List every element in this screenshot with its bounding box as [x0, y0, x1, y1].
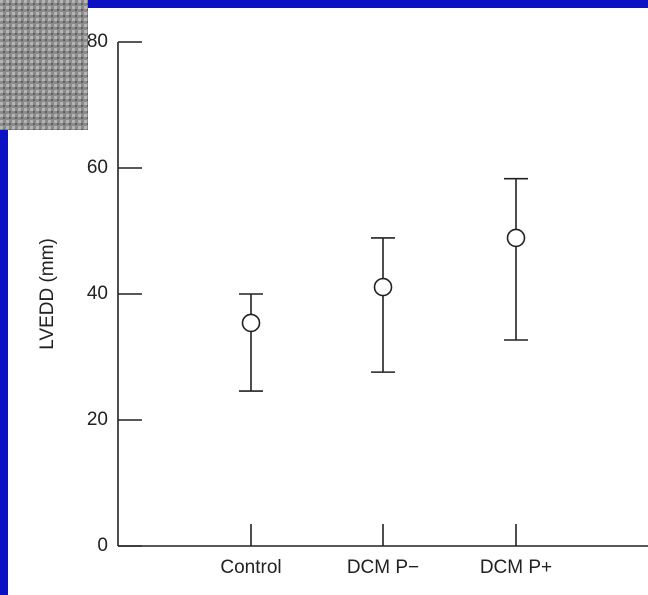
- slide-texture: [0, 0, 88, 130]
- mean-point: [506, 228, 526, 248]
- mean-point: [373, 277, 393, 297]
- slide-band: [88, 0, 648, 8]
- x-tick-label: DCM P−: [347, 557, 419, 578]
- y-tick-label: 60: [87, 157, 108, 178]
- y-axis-label: LVEDD (mm): [37, 238, 58, 350]
- y-tick-label: 20: [87, 409, 108, 430]
- x-tick-label: Control: [220, 557, 281, 578]
- y-tick-label: 0: [97, 535, 108, 556]
- slide-band: [0, 130, 8, 595]
- y-tick-label: 40: [87, 283, 108, 304]
- y-tick-label: 80: [87, 31, 108, 52]
- mean-point: [241, 313, 261, 333]
- x-tick-label: DCM P+: [480, 557, 552, 578]
